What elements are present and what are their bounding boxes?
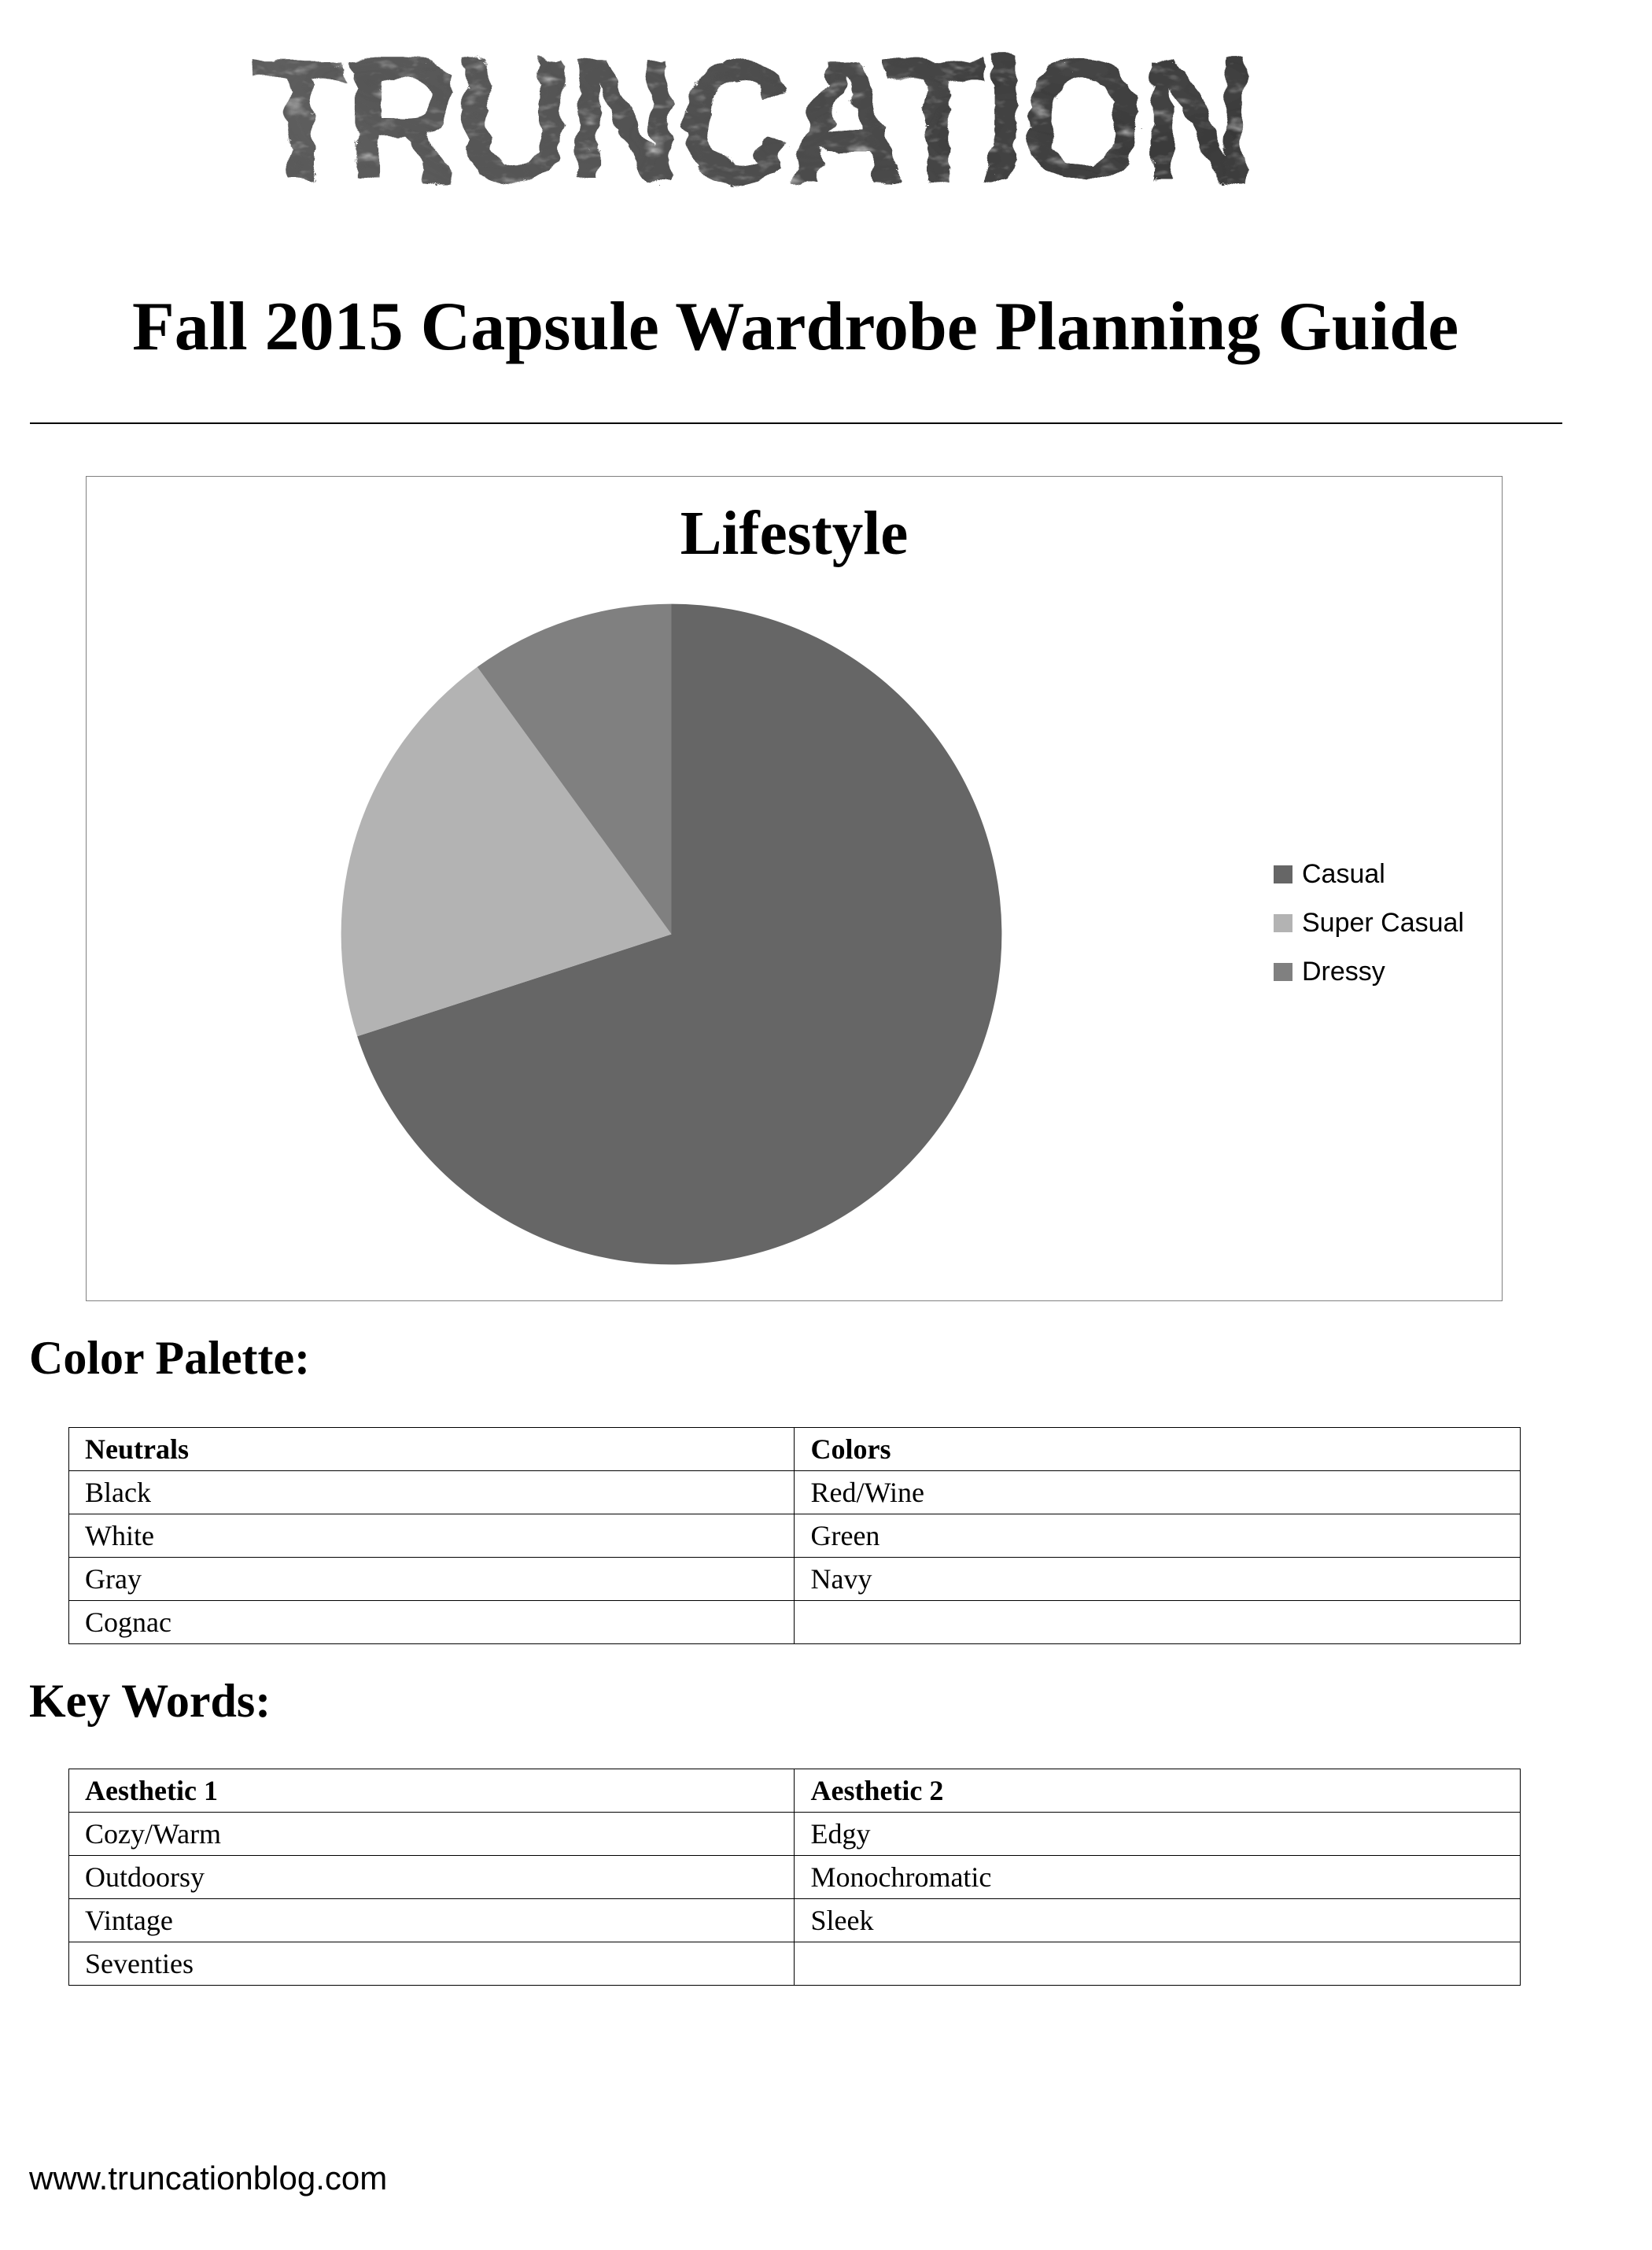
svg-text:TRUNCATION: TRUNCATION (248, 17, 1247, 215)
